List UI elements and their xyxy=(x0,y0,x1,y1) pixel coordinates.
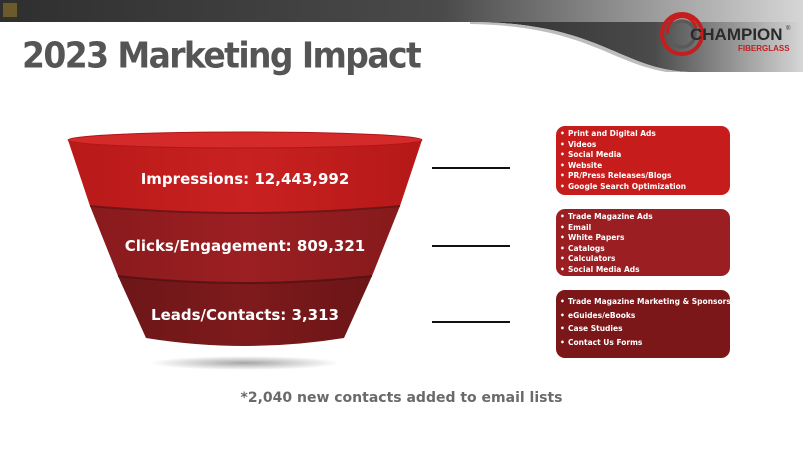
funnel-top-rim xyxy=(67,131,423,149)
leads-channels-list: Trade Magazine Marketing & Sponsorships … xyxy=(556,295,749,350)
funnel-shadow xyxy=(150,356,340,370)
connector-line-clicks xyxy=(432,245,510,247)
list-item: Calculators xyxy=(556,254,730,265)
clicks-channels-list: Trade Magazine Ads Email White Papers Ca… xyxy=(556,212,730,275)
impressions-channels-list: Print and Digital Ads Videos Social Medi… xyxy=(556,129,730,192)
logo-line1: CHAMPION xyxy=(690,25,783,44)
list-item: Print and Digital Ads xyxy=(556,129,730,140)
logo-registered: ® xyxy=(786,25,791,32)
footnote: *2,040 new contacts added to email lists xyxy=(240,390,563,406)
leads-contacts-label: Leads/Contacts: 3,313 xyxy=(151,306,339,324)
funnel-tier-clicks xyxy=(90,206,400,283)
list-item: Social Media Ads xyxy=(556,265,730,276)
list-item: Catalogs xyxy=(556,244,730,255)
leads-channels-box: Trade Magazine Marketing & Sponsorships … xyxy=(556,290,749,358)
funnel-tier-leads xyxy=(118,276,372,346)
list-item: Videos xyxy=(556,140,730,151)
impressions-channels-box: Print and Digital Ads Videos Social Medi… xyxy=(556,126,730,195)
connector-line-impressions xyxy=(432,167,510,169)
impressions-label: Impressions: 12,443,992 xyxy=(140,170,350,188)
marketing-funnel xyxy=(67,131,423,370)
list-item: Trade Magazine Marketing & Sponsorships xyxy=(556,295,749,309)
list-item: Website xyxy=(556,161,730,172)
list-item: Contact Us Forms xyxy=(556,336,730,350)
funnel-tier-impressions xyxy=(68,140,422,213)
list-item: Social Media xyxy=(556,150,730,161)
list-item: White Papers xyxy=(556,233,730,244)
list-item: Google Search Optimization xyxy=(556,182,730,193)
page-title: 2023 Marketing Impact xyxy=(22,34,422,77)
clicks-engagement-label: Clicks/Engagement: 809,321 xyxy=(124,237,366,255)
logo-line2: FIBERGLASS xyxy=(738,44,790,53)
list-item: eGuides/eBooks xyxy=(556,309,730,323)
champion-fiberglass-logo: CHAMPION ® FIBERGLASS xyxy=(660,12,791,56)
list-item: PR/Press Releases/Blogs xyxy=(556,171,730,182)
connector-line-leads xyxy=(432,321,510,323)
list-item: Trade Magazine Ads xyxy=(556,212,730,223)
list-item: Case Studies xyxy=(556,322,730,336)
corner-square xyxy=(3,3,17,17)
clicks-channels-box: Trade Magazine Ads Email White Papers Ca… xyxy=(556,209,730,276)
header-band xyxy=(0,0,803,72)
list-item: Email xyxy=(556,223,730,234)
